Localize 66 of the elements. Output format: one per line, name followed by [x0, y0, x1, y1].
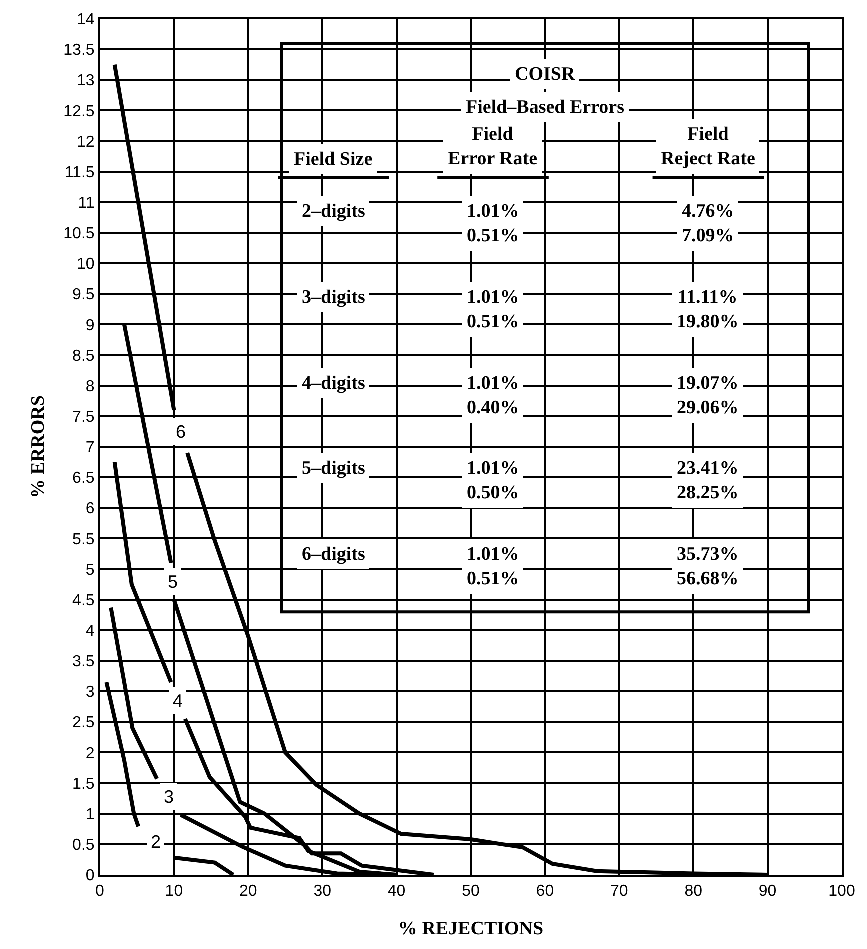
- y-tick-label: 13: [77, 72, 95, 90]
- annotation: COISR: [515, 64, 576, 85]
- y-tick-label: 0.5: [72, 837, 95, 854]
- x-tick-label: 60: [536, 883, 554, 900]
- y-tick-label: 2: [86, 745, 95, 762]
- annotation: 35.73% 56.68%: [677, 544, 739, 590]
- annotation: 1.01% 0.50%: [467, 458, 520, 504]
- y-tick-label: 7.5: [72, 409, 95, 426]
- y-tick-label: 7: [86, 440, 95, 457]
- y-tick-label: 13.5: [64, 42, 95, 60]
- annotation: 1.01% 0.40%: [467, 373, 520, 419]
- x-tick-label: 10: [165, 883, 184, 900]
- y-tick-label: 10.5: [64, 226, 95, 243]
- y-tick-label: 11: [78, 195, 95, 212]
- series-label: 5: [168, 572, 178, 592]
- annotation: Field–Based Errors: [466, 97, 625, 118]
- y-tick-label: 11.5: [64, 164, 95, 182]
- annotation: Field Size: [294, 149, 373, 170]
- x-tick-label: 90: [758, 883, 777, 900]
- annotation: 5–digits: [302, 458, 366, 479]
- series-label: 3: [164, 787, 174, 807]
- annotation: 23.41% 28.25%: [677, 458, 739, 504]
- x-tick-label: 70: [610, 883, 628, 900]
- y-tick-label: 9: [86, 317, 95, 334]
- y-tick-label: 5.5: [72, 531, 95, 548]
- x-tick-label: 80: [684, 883, 703, 900]
- y-tick-label: 1: [86, 806, 95, 824]
- x-tick-label: 30: [314, 883, 332, 900]
- annotation: 4.76% 7.09%: [682, 201, 734, 247]
- y-tick-label: 1.5: [72, 776, 95, 793]
- y-tick-label: 14: [77, 12, 95, 29]
- y-tick-label: 4.5: [72, 592, 95, 610]
- x-tick-label: 100: [828, 883, 856, 900]
- y-tick-label: 9.5: [72, 286, 95, 304]
- annotation: 1.01% 0.51%: [467, 287, 520, 333]
- series-label: 4: [173, 691, 184, 711]
- x-tick-label: 20: [240, 883, 258, 900]
- y-tick-label: 4: [86, 623, 95, 640]
- y-tick-label: 12.5: [64, 103, 95, 120]
- y-axis-title: % ERRORS: [28, 396, 50, 498]
- annotation: 1.01% 0.51%: [467, 544, 520, 590]
- annotation: 6–digits: [302, 544, 366, 565]
- y-tick-label: 0: [86, 868, 95, 885]
- y-tick-label: 10: [77, 256, 95, 274]
- series-label: 6: [176, 422, 186, 442]
- y-tick-label: 12: [77, 134, 95, 151]
- annotation: 19.07% 29.06%: [677, 373, 739, 419]
- y-tick-label: 3.5: [72, 654, 95, 671]
- annotation: 4–digits: [302, 373, 366, 394]
- series-label: 2: [151, 832, 162, 852]
- y-tick-label: 5: [86, 562, 95, 579]
- y-tick-label: 8.5: [72, 348, 95, 365]
- y-tick-label: 3: [86, 684, 95, 702]
- annotation: Field Reject Rate: [661, 124, 756, 170]
- x-tick-label: 50: [462, 883, 480, 900]
- annotation: 11.11% 19.80%: [677, 287, 739, 333]
- x-tick-label: 40: [388, 883, 406, 900]
- y-tick-label: 8: [86, 378, 95, 396]
- x-axis-title: % REJECTIONS: [398, 918, 544, 940]
- annotation: 1.01% 0.51%: [467, 201, 520, 247]
- annotation: 2–digits: [302, 201, 366, 222]
- y-tick-label: 6: [86, 500, 95, 518]
- y-tick-label: 2.5: [72, 714, 95, 732]
- annotation: Field Error Rate: [448, 124, 538, 170]
- annotation: 3–digits: [302, 287, 366, 308]
- y-tick-label: 6.5: [72, 470, 95, 488]
